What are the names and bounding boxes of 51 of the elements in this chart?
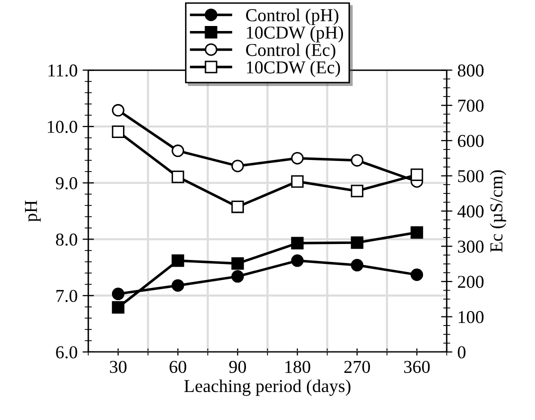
point [112,126,124,138]
point [410,168,424,182]
point [291,254,304,267]
point [231,160,244,172]
legend-label: 10CDW (pH) [246,26,344,42]
legend-label: Control (Ec) [246,43,336,60]
point [172,170,184,184]
point [350,154,364,167]
point [350,184,364,198]
point [172,279,184,292]
x-tick-label: 90 [229,360,246,373]
y2-tick-label: 400 [457,205,484,218]
y-tick-label: 9.0 [56,177,78,190]
y2-tick-label: 700 [458,100,484,112]
point [112,301,124,314]
point [112,104,124,117]
y2-tick-label: 600 [458,134,484,148]
x-tick-label: 360 [404,360,430,373]
point [172,144,184,158]
point [291,236,304,250]
point [350,258,364,272]
legend-label: Control (pH) [246,8,338,25]
point [172,254,184,267]
x-axis-title: Leaching period (days) [184,379,350,396]
point [112,288,124,300]
y2-tick-label: 0 [458,346,466,358]
point [231,270,244,283]
point [291,175,304,188]
point [231,257,244,270]
y-tick-label: 10.0 [48,120,78,134]
y2-axis-title: Ec (µS/cm) [490,170,506,252]
legend-label: 10CDW (Ec) [246,60,340,78]
point [350,236,364,249]
x-tick-label: 30 [110,360,126,373]
y-tick-label: 11.0 [48,64,78,77]
y-tick-label: 6.0 [56,346,78,358]
y2-tick-label: 800 [458,64,484,77]
y2-tick-label: 300 [458,240,484,253]
point [410,226,424,239]
y-tick-label: 8.0 [56,233,78,246]
x-tick-label: 270 [344,360,370,373]
y-axis-title: pH [25,200,41,222]
y2-tick-label: 500 [458,170,484,182]
y-tick-label: 7.0 [56,290,78,302]
point [231,200,244,214]
x-tick-label: 180 [285,360,310,373]
y2-tick-label: 200 [458,276,484,288]
x-tick-label: 60 [170,360,186,373]
point [291,152,304,164]
point [410,268,424,281]
y2-tick-label: 100 [458,310,484,324]
